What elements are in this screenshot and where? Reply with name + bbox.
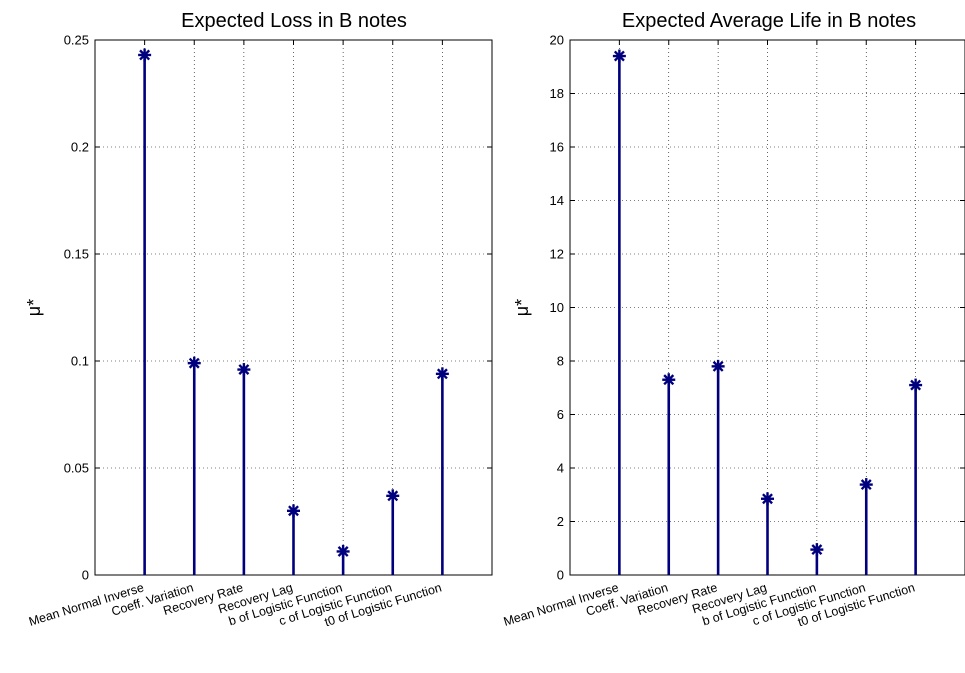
stem-marker-b-of-logistic-function <box>810 543 824 557</box>
stem-marker-t0-of-logistic-function <box>435 367 449 381</box>
y-axis-label: μ* <box>512 299 532 316</box>
marker-star-stroke <box>436 368 448 380</box>
marker-star-stroke <box>860 479 872 491</box>
stem-marker-recovery-lag <box>761 492 774 506</box>
y-tick-label: 16 <box>550 140 564 155</box>
y-tick-label: 0.1 <box>71 354 89 369</box>
y-tick-label: 14 <box>550 193 564 208</box>
chart-title: Expected Average Life in B notes <box>622 10 916 32</box>
y-tick-label: 0 <box>557 568 564 583</box>
stem-marker-c-of-logistic-function <box>859 478 873 492</box>
stem-marker-recovery-rate <box>237 363 251 377</box>
stem-marker-coeff-variation <box>187 356 201 370</box>
y-tick-label: 18 <box>550 86 564 101</box>
chart-title: Expected Loss in B notes <box>181 10 407 32</box>
y-tick-label: 4 <box>557 461 564 476</box>
y-tick-label: 20 <box>550 33 564 48</box>
stem-marker-coeff-variation <box>662 373 676 387</box>
y-tick-label: 12 <box>550 247 564 262</box>
marker-star-stroke <box>139 49 151 61</box>
marker-star-stroke <box>811 544 823 556</box>
marker-star-stroke <box>613 50 625 62</box>
marker-star-stroke <box>337 546 349 557</box>
marker-star-stroke <box>762 493 773 505</box>
stem-marker-mean-normal-inverse <box>612 49 626 63</box>
marker-star-stroke <box>663 374 675 386</box>
y-tick-label: 8 <box>557 354 564 369</box>
y-tick-label: 6 <box>557 407 564 422</box>
stem-marker-c-of-logistic-function <box>386 489 400 503</box>
stem-marker-mean-normal-inverse <box>138 48 152 62</box>
plot-area <box>570 40 965 575</box>
marker-star-stroke <box>712 360 724 372</box>
y-axis-label: μ* <box>24 299 44 316</box>
plot-area <box>95 40 492 575</box>
stem-marker-t0-of-logistic-function <box>909 378 923 392</box>
marker-star-stroke <box>288 505 299 517</box>
stem-marker-b-of-logistic-function <box>336 544 350 558</box>
stem-marker-recovery-lag <box>287 504 300 518</box>
y-tick-label: 0 <box>82 568 89 583</box>
y-tick-label: 0.25 <box>64 33 89 48</box>
y-tick-label: 0.2 <box>71 140 89 155</box>
marker-star-stroke <box>238 364 250 376</box>
y-tick-label: 0.15 <box>64 247 89 262</box>
stem-marker-recovery-rate <box>711 359 725 373</box>
marker-star-stroke <box>188 357 200 369</box>
marker-star-stroke <box>387 490 399 502</box>
marker-star-stroke <box>910 379 922 391</box>
y-tick-label: 10 <box>550 300 564 315</box>
y-tick-label: 0.05 <box>64 461 89 476</box>
y-tick-label: 2 <box>557 514 564 529</box>
